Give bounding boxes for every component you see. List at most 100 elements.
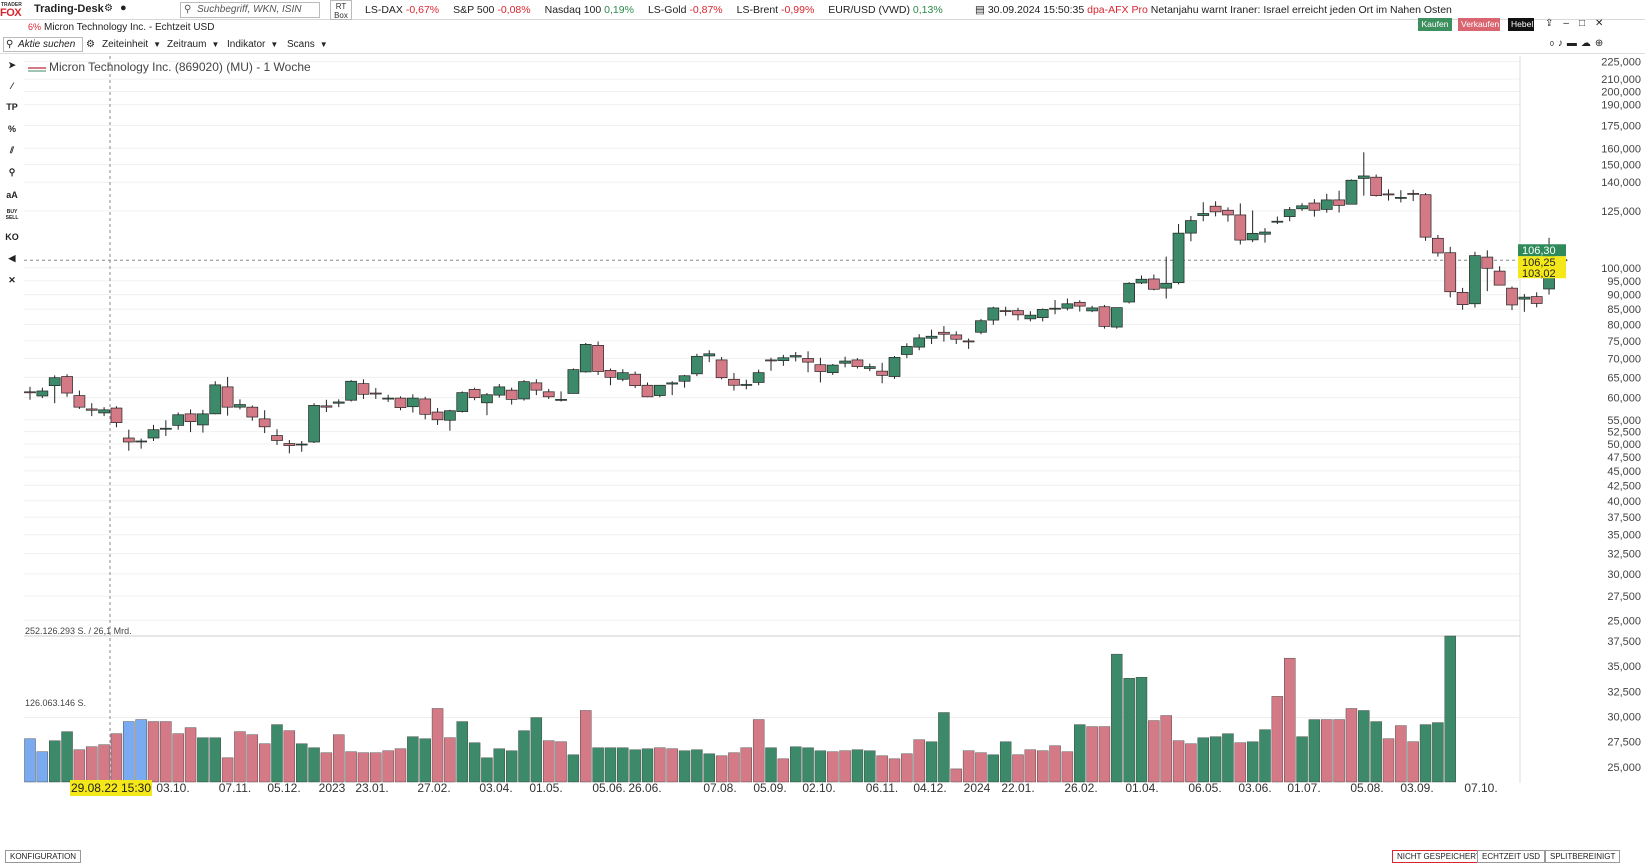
close-window-icon[interactable]: ✕ bbox=[1595, 18, 1614, 29]
price-tick-label: 90,000 bbox=[1607, 290, 1641, 302]
last-price-label-bg bbox=[1518, 244, 1566, 257]
candle-body bbox=[1283, 209, 1296, 217]
candle-body bbox=[357, 383, 370, 395]
dropdown-icon: ▼ bbox=[319, 40, 328, 49]
volume-bar bbox=[135, 719, 147, 783]
stock-search-input[interactable]: ⚲ Aktie suchen bbox=[3, 37, 83, 52]
volume-bar bbox=[481, 757, 493, 783]
price-tick-label: 40,000 bbox=[1607, 496, 1641, 508]
minimize-icon[interactable]: – bbox=[1563, 18, 1579, 29]
candle-body bbox=[1407, 193, 1420, 195]
cloud-icon[interactable]: ☁ bbox=[1580, 38, 1595, 49]
candle-body bbox=[295, 443, 308, 446]
x-tick-label: 01.07. bbox=[1287, 781, 1320, 795]
ticker-name: LS-DAX bbox=[365, 4, 406, 16]
volume-bar bbox=[715, 755, 728, 783]
candle-body bbox=[283, 443, 296, 446]
price-tick-label: 85,000 bbox=[1607, 304, 1641, 316]
sell-button[interactable]: Verkaufen bbox=[1458, 18, 1500, 31]
volume-bar bbox=[234, 731, 246, 783]
maximize-icon[interactable]: □ bbox=[1578, 18, 1595, 29]
bell-icon[interactable]: ♪ bbox=[1557, 38, 1567, 49]
parallel-icon[interactable]: ⫽ bbox=[9, 145, 14, 155]
split-adjusted-button[interactable]: SPLITBEREINIGT bbox=[1545, 850, 1621, 863]
settings-icon[interactable]: ⚙ bbox=[86, 39, 95, 50]
lever-button[interactable]: Hebel bbox=[1508, 18, 1534, 31]
candle-body bbox=[1394, 197, 1407, 199]
news-ticker[interactable]: ▤ 30.09.2024 15:50:35 dpa-AFX Pro Netanj… bbox=[975, 4, 1452, 16]
volume-bar bbox=[49, 740, 61, 783]
candle-body bbox=[1530, 296, 1543, 304]
close-icon[interactable]: ✕ bbox=[8, 275, 16, 285]
line-icon[interactable]: ⁄ bbox=[11, 81, 13, 91]
candle-body bbox=[1222, 209, 1234, 216]
text-size-tool[interactable]: aA bbox=[6, 190, 18, 200]
folder-icon[interactable]: ▬ bbox=[1566, 38, 1581, 49]
x-tick-label: 06.05. bbox=[1188, 781, 1221, 795]
volume-bar bbox=[765, 747, 777, 783]
candle-body bbox=[518, 381, 530, 400]
volume-bar bbox=[24, 738, 36, 783]
buy-sell-tool[interactable]: BUY SELL bbox=[5, 209, 19, 221]
price-tick-label: 190,000 bbox=[1601, 100, 1641, 112]
volume-bar bbox=[246, 734, 259, 783]
change-percent: 6% bbox=[28, 22, 42, 32]
volume-bar bbox=[456, 721, 468, 783]
target-price-tool[interactable]: TP bbox=[6, 102, 18, 112]
candle-body bbox=[1172, 232, 1185, 284]
ticker-item[interactable]: LS-DAX -0,67% bbox=[365, 4, 439, 16]
menu-range[interactable]: Zeitraum ▼ bbox=[167, 39, 220, 50]
ticker-change: 0,19% bbox=[604, 4, 634, 16]
traderfox-logo[interactable]: TRADER FOX bbox=[0, 2, 28, 19]
search-placeholder: Suchbegriff, WKN, ISIN bbox=[197, 4, 302, 15]
candle-body bbox=[900, 346, 913, 355]
candle-body bbox=[925, 335, 938, 339]
ticker-item[interactable]: Nasdaq 100 0,19% bbox=[545, 4, 634, 16]
volume-bar bbox=[1345, 708, 1358, 783]
volume-tick-label: 37,500 bbox=[1607, 636, 1641, 648]
ticker-item[interactable]: LS-Gold -0,87% bbox=[648, 4, 723, 16]
search-icon: ⚲ bbox=[6, 39, 14, 50]
volume-bar bbox=[1123, 678, 1135, 783]
price-chart[interactable]: 25,000 27,500 30,000 32,500 35,000 37,500 40,0… bbox=[24, 56, 1645, 846]
ko-tool[interactable]: KO bbox=[5, 232, 19, 242]
percent-icon[interactable]: % bbox=[7, 124, 16, 134]
menu-timeframe[interactable]: Zeiteinheit ▼ bbox=[102, 39, 162, 50]
candle-body bbox=[320, 405, 333, 408]
desk-title[interactable]: Trading-Desk bbox=[34, 3, 104, 15]
candle-body bbox=[789, 355, 802, 358]
candle-body bbox=[1123, 282, 1136, 303]
global-search-input[interactable]: ⚲ Suchbegriff, WKN, ISIN bbox=[180, 2, 320, 18]
realtime-usd-button[interactable]: ECHTZEIT USD bbox=[1477, 850, 1546, 863]
ticker-name: LS-Brent bbox=[736, 4, 782, 16]
not-saved-badge[interactable]: NICHT GESPEICHERT bbox=[1392, 850, 1486, 863]
candle-body bbox=[234, 404, 246, 408]
volume-bar bbox=[1185, 743, 1197, 783]
cursor-icon[interactable]: ➤ bbox=[8, 60, 16, 70]
ticker-item[interactable]: LS-Brent -0,99% bbox=[737, 4, 815, 16]
config-button[interactable]: KONFIGURATION bbox=[5, 850, 82, 863]
share-icon[interactable]: ⇪ bbox=[1545, 18, 1564, 29]
rt-box-button[interactable]: RT Box bbox=[330, 0, 352, 20]
menu-scans[interactable]: Scans ▼ bbox=[287, 39, 328, 50]
ticker-item[interactable]: S&P 500 -0,08% bbox=[453, 4, 530, 16]
volume-bar bbox=[1098, 726, 1111, 783]
x-tick-label: 2024 bbox=[964, 781, 991, 795]
news-headline[interactable]: Netanjahu warnt Iraner: Israel erreicht … bbox=[1150, 4, 1452, 16]
buy-button[interactable]: Kaufen bbox=[1418, 18, 1452, 31]
gear-icon[interactable]: ⚙ bbox=[104, 3, 113, 14]
menu-indicator[interactable]: Indikator ▼ bbox=[227, 39, 279, 50]
add-icon[interactable]: ⊕ bbox=[1594, 38, 1608, 49]
x-tick-label: 03.10. bbox=[156, 781, 189, 795]
info-icon[interactable]: ● bbox=[120, 2, 127, 14]
candle-body bbox=[456, 392, 469, 412]
sound-icon[interactable]: ◀ bbox=[8, 253, 16, 263]
candle-body bbox=[703, 353, 716, 357]
x-tick-label: 26.02. bbox=[1064, 781, 1097, 795]
candle-body bbox=[172, 414, 185, 426]
x-tick-label: 03.06. bbox=[1238, 781, 1271, 795]
x-tick-label: 23.01. bbox=[355, 781, 388, 795]
candle-body bbox=[678, 375, 691, 382]
zoom-icon[interactable]: ⚲ bbox=[8, 167, 16, 177]
ticker-item[interactable]: EUR/USD (VWD) 0,13% bbox=[828, 4, 942, 16]
